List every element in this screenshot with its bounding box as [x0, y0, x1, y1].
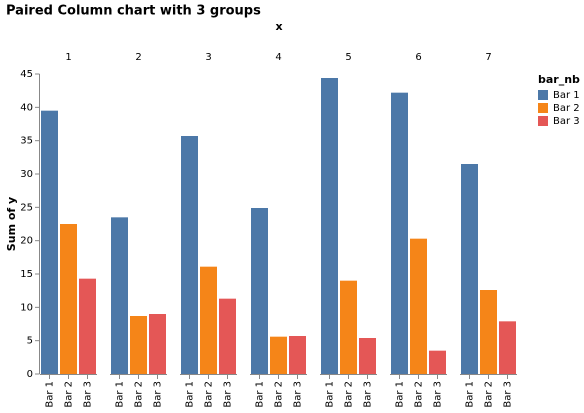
x-tick-label: Bar 1 — [255, 381, 266, 408]
x-tick-label: Bar 2 — [204, 381, 215, 408]
facet-label: 1 — [65, 52, 71, 63]
bar — [359, 338, 376, 374]
y-axis-title: Sum of y — [5, 197, 18, 251]
bar — [79, 278, 96, 374]
legend-swatch — [538, 103, 548, 113]
bar — [200, 266, 217, 374]
legend-swatch — [538, 116, 548, 126]
x-tick-label: Bar 3 — [223, 381, 234, 408]
bar — [111, 217, 128, 374]
legend-label: Bar 3 — [553, 116, 580, 127]
facet-label: 2 — [135, 52, 141, 63]
bar — [130, 316, 147, 374]
bar — [270, 336, 287, 374]
x-tick-label: Bar 2 — [274, 381, 285, 408]
x-tick-label: Bar 2 — [344, 381, 355, 408]
legend-title: bar_nb — [538, 73, 580, 86]
y-tick-label: 20 — [20, 236, 33, 247]
x-tick-label: Bar 2 — [64, 381, 75, 408]
x-tick-label: Bar 3 — [153, 381, 164, 408]
y-tick-label: 45 — [20, 69, 33, 80]
bar — [461, 164, 478, 374]
facet-label: 7 — [485, 52, 491, 63]
x-tick-label: Bar 2 — [414, 381, 425, 408]
bar — [480, 290, 497, 374]
legend-swatch — [538, 90, 548, 100]
bar — [41, 110, 58, 375]
facet-label: 5 — [345, 52, 351, 63]
bar — [181, 136, 198, 374]
facet-label: 6 — [415, 52, 421, 63]
bar — [219, 298, 236, 374]
x-tick-label: Bar 3 — [433, 381, 444, 408]
bar — [60, 224, 77, 374]
bar — [321, 78, 338, 374]
x-tick-label: Bar 1 — [115, 381, 126, 408]
bar — [410, 238, 427, 374]
bar — [391, 92, 408, 375]
x-tick-label: Bar 1 — [395, 381, 406, 408]
y-tick-label: 25 — [20, 202, 33, 213]
facet-title: x — [275, 20, 282, 33]
x-tick-label: Bar 3 — [363, 381, 374, 408]
x-tick-label: Bar 1 — [45, 381, 56, 408]
bar — [340, 280, 357, 374]
y-tick-label: 10 — [20, 302, 33, 313]
y-tick-label: 0 — [27, 369, 33, 380]
x-tick-label: Bar 3 — [83, 381, 94, 408]
x-tick-label: Bar 1 — [325, 381, 336, 408]
y-tick-label: 40 — [20, 102, 33, 113]
y-tick-label: 35 — [20, 136, 33, 147]
y-tick-label: 15 — [20, 269, 33, 280]
x-tick-label: Bar 2 — [134, 381, 145, 408]
facet-label: 3 — [205, 52, 211, 63]
x-tick-label: Bar 3 — [503, 381, 514, 408]
bar — [429, 350, 446, 374]
legend-label: Bar 2 — [553, 103, 580, 114]
bar — [149, 314, 166, 374]
y-tick-label: 30 — [20, 169, 33, 180]
legend-label: Bar 1 — [553, 90, 580, 101]
facet-label: 4 — [275, 52, 281, 63]
bar — [499, 321, 516, 374]
x-tick-label: Bar 3 — [293, 381, 304, 408]
x-tick-label: Bar 1 — [185, 381, 196, 408]
bar — [251, 208, 268, 374]
x-tick-label: Bar 2 — [484, 381, 495, 408]
bar — [289, 336, 306, 374]
x-tick-label: Bar 1 — [465, 381, 476, 408]
y-tick-label: 5 — [27, 336, 33, 347]
chart-title: Paired Column chart with 3 groups — [6, 4, 261, 19]
